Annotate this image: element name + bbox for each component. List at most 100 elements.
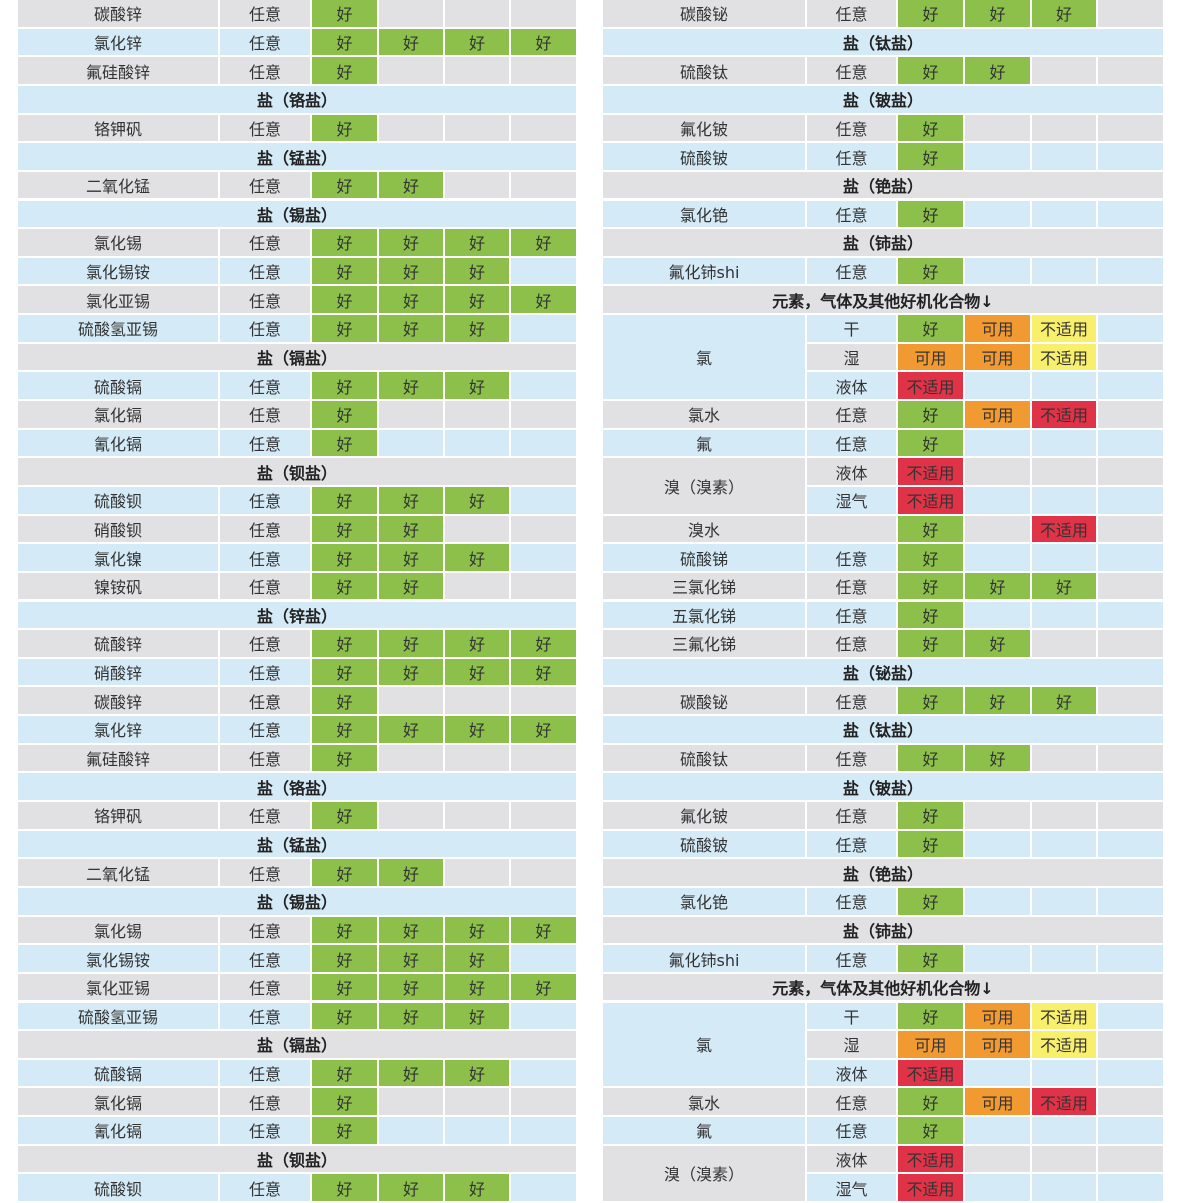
rating-green: 好 (379, 973, 443, 1001)
condition: 任意 (220, 1002, 310, 1030)
substance-name: 氯化锌 (18, 716, 218, 743)
rating-empty (379, 687, 443, 715)
rating-green: 好 (445, 315, 509, 342)
substance-name: 氯 (603, 315, 805, 399)
rating-green: 好 (312, 401, 377, 428)
condition: 任意 (220, 744, 310, 772)
substance-name: 硝酸钡 (18, 515, 218, 543)
substance-name: 硫酸钛 (603, 57, 805, 84)
substance-name: 氟化铍 (603, 114, 805, 142)
rating-green: 好 (379, 372, 443, 399)
rating-empty (379, 744, 443, 772)
rating-green: 好 (312, 28, 377, 56)
rating-green: 好 (312, 0, 377, 27)
rating-empty (379, 1117, 443, 1144)
rating-green: 好 (898, 200, 963, 228)
rating-empty (511, 1088, 576, 1116)
rating-empty (445, 114, 509, 142)
rating-empty (1032, 830, 1096, 858)
rating-green: 好 (965, 744, 1030, 772)
rating-empty (1098, 887, 1163, 915)
rating-empty (1098, 802, 1163, 829)
rating-empty (511, 687, 576, 715)
rating-green: 好 (965, 57, 1030, 84)
condition: 任意 (220, 114, 310, 142)
section-header: 盐（铯盐） (603, 859, 1163, 886)
rating-empty (965, 1117, 1030, 1144)
rating-orange: 可用 (965, 315, 1030, 342)
rating-red: 不适用 (898, 1145, 963, 1173)
rating-empty (965, 945, 1030, 972)
condition: 任意 (807, 945, 896, 972)
rating-green: 好 (312, 114, 377, 142)
rating-empty (1032, 630, 1096, 657)
condition: 任意 (220, 859, 310, 886)
rating-green: 好 (511, 916, 576, 944)
substance-name: 碳酸锌 (18, 0, 218, 27)
substance-name: 氟化铈shi (603, 257, 805, 285)
rating-green: 好 (445, 973, 509, 1001)
rating-empty (1032, 200, 1096, 228)
rating-empty (511, 1117, 576, 1144)
rating-green: 好 (898, 630, 963, 657)
rating-green: 好 (445, 945, 509, 972)
rating-empty (965, 143, 1030, 170)
substance-name: 硫酸氢亚锡 (18, 315, 218, 342)
rating-empty (965, 1145, 1030, 1173)
rating-orange: 可用 (898, 1031, 963, 1058)
rating-empty (379, 802, 443, 829)
rating-green: 好 (312, 1059, 377, 1087)
rating-empty (1098, 315, 1163, 342)
rating-green: 好 (965, 630, 1030, 657)
rating-empty (1032, 486, 1096, 514)
rating-empty (1098, 945, 1163, 972)
rating-empty (1098, 143, 1163, 170)
substance-name: 氯 (603, 1002, 805, 1087)
substance-name: 氯化锡铵 (18, 257, 218, 285)
section-header: 盐（铍盐） (603, 773, 1163, 800)
rating-green: 好 (379, 544, 443, 571)
rating-green: 好 (312, 486, 377, 514)
rating-green: 好 (511, 973, 576, 1001)
condition: 任意 (220, 286, 310, 314)
rating-green: 好 (445, 916, 509, 944)
substance-name: 硫酸锌 (18, 630, 218, 657)
substance-name: 硫酸钛 (603, 744, 805, 772)
rating-green: 好 (898, 1088, 963, 1116)
rating-green: 好 (898, 687, 963, 715)
rating-empty (511, 372, 576, 399)
section-header: 盐（镉盐） (18, 1031, 576, 1058)
rating-empty (965, 1059, 1030, 1087)
rating-green: 好 (379, 945, 443, 972)
rating-empty (1098, 458, 1163, 485)
substance-name: 硫酸铍 (603, 143, 805, 170)
rating-empty (1032, 744, 1096, 772)
rating-green: 好 (312, 171, 377, 199)
rating-empty (511, 486, 576, 514)
substance-name: 氟 (603, 429, 805, 457)
rating-orange: 可用 (965, 1031, 1030, 1058)
rating-empty (1032, 887, 1096, 915)
condition: 任意 (220, 1088, 310, 1116)
substance-name: 溴（溴素） (603, 1145, 805, 1201)
section-header: 盐（锰盐） (18, 143, 576, 170)
rating-empty (1098, 687, 1163, 715)
rating-empty (1032, 945, 1096, 972)
rating-green: 好 (898, 945, 963, 972)
rating-empty (511, 1174, 576, 1201)
rating-green: 好 (312, 57, 377, 84)
condition: 任意 (807, 200, 896, 228)
rating-green: 好 (445, 372, 509, 399)
rating-empty (1032, 1174, 1096, 1201)
condition: 任意 (807, 143, 896, 170)
rating-green: 好 (312, 1088, 377, 1116)
rating-empty (1098, 630, 1163, 657)
rating-green: 好 (898, 515, 963, 543)
rating-green: 好 (898, 429, 963, 457)
rating-green: 好 (379, 859, 443, 886)
rating-red: 不适用 (898, 1174, 963, 1201)
condition: 任意 (220, 687, 310, 715)
rating-green: 好 (379, 916, 443, 944)
rating-empty (965, 1174, 1030, 1201)
rating-empty (445, 1117, 509, 1144)
